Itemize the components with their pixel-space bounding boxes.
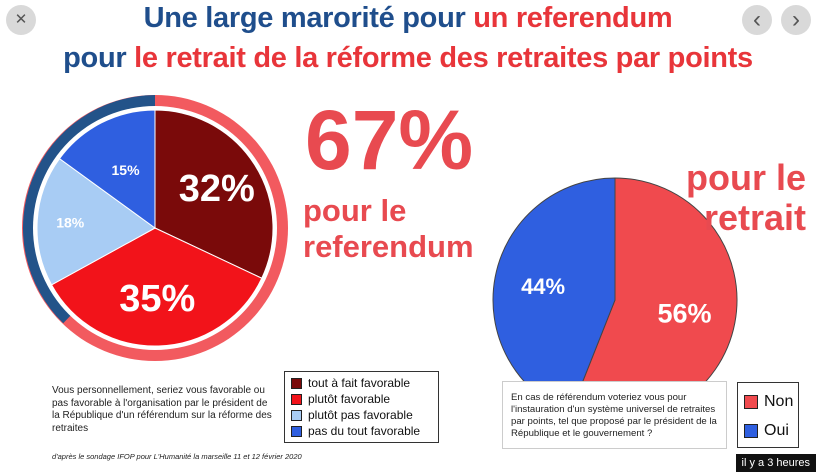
referendum-caption: pour le referendum bbox=[303, 193, 474, 265]
legend-swatch bbox=[291, 393, 302, 405]
title-line-1: Une large marorité pour un referendum bbox=[0, 2, 816, 35]
left-legend: tout à fait favorable plutôt favorable p… bbox=[284, 371, 439, 443]
referendum-caption-line-2: referendum bbox=[303, 229, 474, 264]
next-image-icon[interactable]: › bbox=[781, 5, 811, 35]
pie-data-label: 44% bbox=[521, 274, 565, 299]
pie-data-label: 35% bbox=[119, 278, 195, 320]
title-part-blue: Une large marorité pour bbox=[143, 2, 466, 34]
pie-slice-tout-fait-favorable bbox=[154, 109, 274, 279]
timestamp-badge: il y a 3 heures bbox=[735, 454, 816, 472]
right-legend: Non Oui bbox=[737, 382, 799, 448]
legend-label: pas du tout favorable bbox=[308, 424, 421, 438]
legend-item: tout à fait favorable bbox=[291, 375, 432, 391]
referendum-caption-line-1: pour le bbox=[303, 193, 407, 228]
source-note: d'après le sondage IFOP pour L'Humanité … bbox=[52, 452, 302, 461]
retrait-caption-line-2: retrait bbox=[703, 197, 806, 238]
legend-item: Oui bbox=[744, 416, 792, 445]
pie-data-label: 18% bbox=[56, 215, 85, 231]
big-percentage: 67% bbox=[305, 93, 474, 187]
title-part-red: le retrait de la réforme des retraites p… bbox=[134, 42, 753, 74]
close-icon[interactable]: ✕ bbox=[6, 5, 36, 35]
pie-data-label: 15% bbox=[112, 162, 141, 178]
title-line-2: pour le retrait de la réforme des retrai… bbox=[0, 42, 816, 75]
referendum-pie-chart: 32% 35% 18% 15% bbox=[22, 95, 288, 361]
legend-item: pas du tout favorable bbox=[291, 423, 432, 439]
legend-swatch bbox=[744, 394, 758, 409]
pie-slice-plut-t-pas-favorable bbox=[36, 157, 156, 286]
title-part-red: un referendum bbox=[473, 2, 673, 34]
pie-slice-plut-t-favorable bbox=[50, 227, 263, 347]
pie-slice-pas-du-tout-favorable bbox=[58, 109, 156, 229]
legend-label: plutôt favorable bbox=[308, 392, 391, 406]
title-part-blue: pour bbox=[63, 42, 127, 74]
legend-item: plutôt favorable bbox=[291, 391, 432, 407]
retrait-caption: pour le retrait bbox=[686, 158, 806, 238]
legend-item: Non bbox=[744, 387, 794, 416]
left-question: Vous personnellement, seriez vous favora… bbox=[52, 385, 272, 434]
pie-data-label: 32% bbox=[179, 168, 255, 210]
prev-image-icon[interactable]: ‹ bbox=[742, 5, 772, 35]
legend-label: Non bbox=[764, 392, 794, 410]
legend-swatch bbox=[744, 423, 758, 438]
legend-label: Oui bbox=[764, 421, 789, 439]
vote-pie-chart: 56% 44% bbox=[492, 177, 738, 423]
legend-label: tout à fait favorable bbox=[308, 376, 411, 390]
legend-swatch bbox=[291, 409, 302, 421]
pie-data-label: 56% bbox=[657, 298, 711, 328]
retrait-caption-line-1: pour le bbox=[685, 157, 806, 198]
legend-label: plutôt pas favorable bbox=[308, 408, 413, 422]
legend-swatch bbox=[291, 425, 302, 437]
right-question: En cas de référendum voteriez vous pour … bbox=[502, 381, 727, 449]
legend-item: plutôt pas favorable bbox=[291, 407, 432, 423]
legend-swatch bbox=[291, 377, 302, 389]
